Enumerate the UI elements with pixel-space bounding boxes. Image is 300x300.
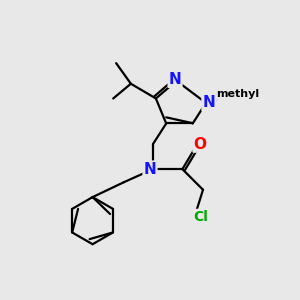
Text: O: O [194, 136, 207, 152]
Text: N: N [202, 95, 215, 110]
Text: methyl: methyl [216, 89, 259, 99]
Text: Cl: Cl [194, 210, 208, 224]
Text: N: N [144, 162, 156, 177]
Text: N: N [169, 72, 182, 87]
